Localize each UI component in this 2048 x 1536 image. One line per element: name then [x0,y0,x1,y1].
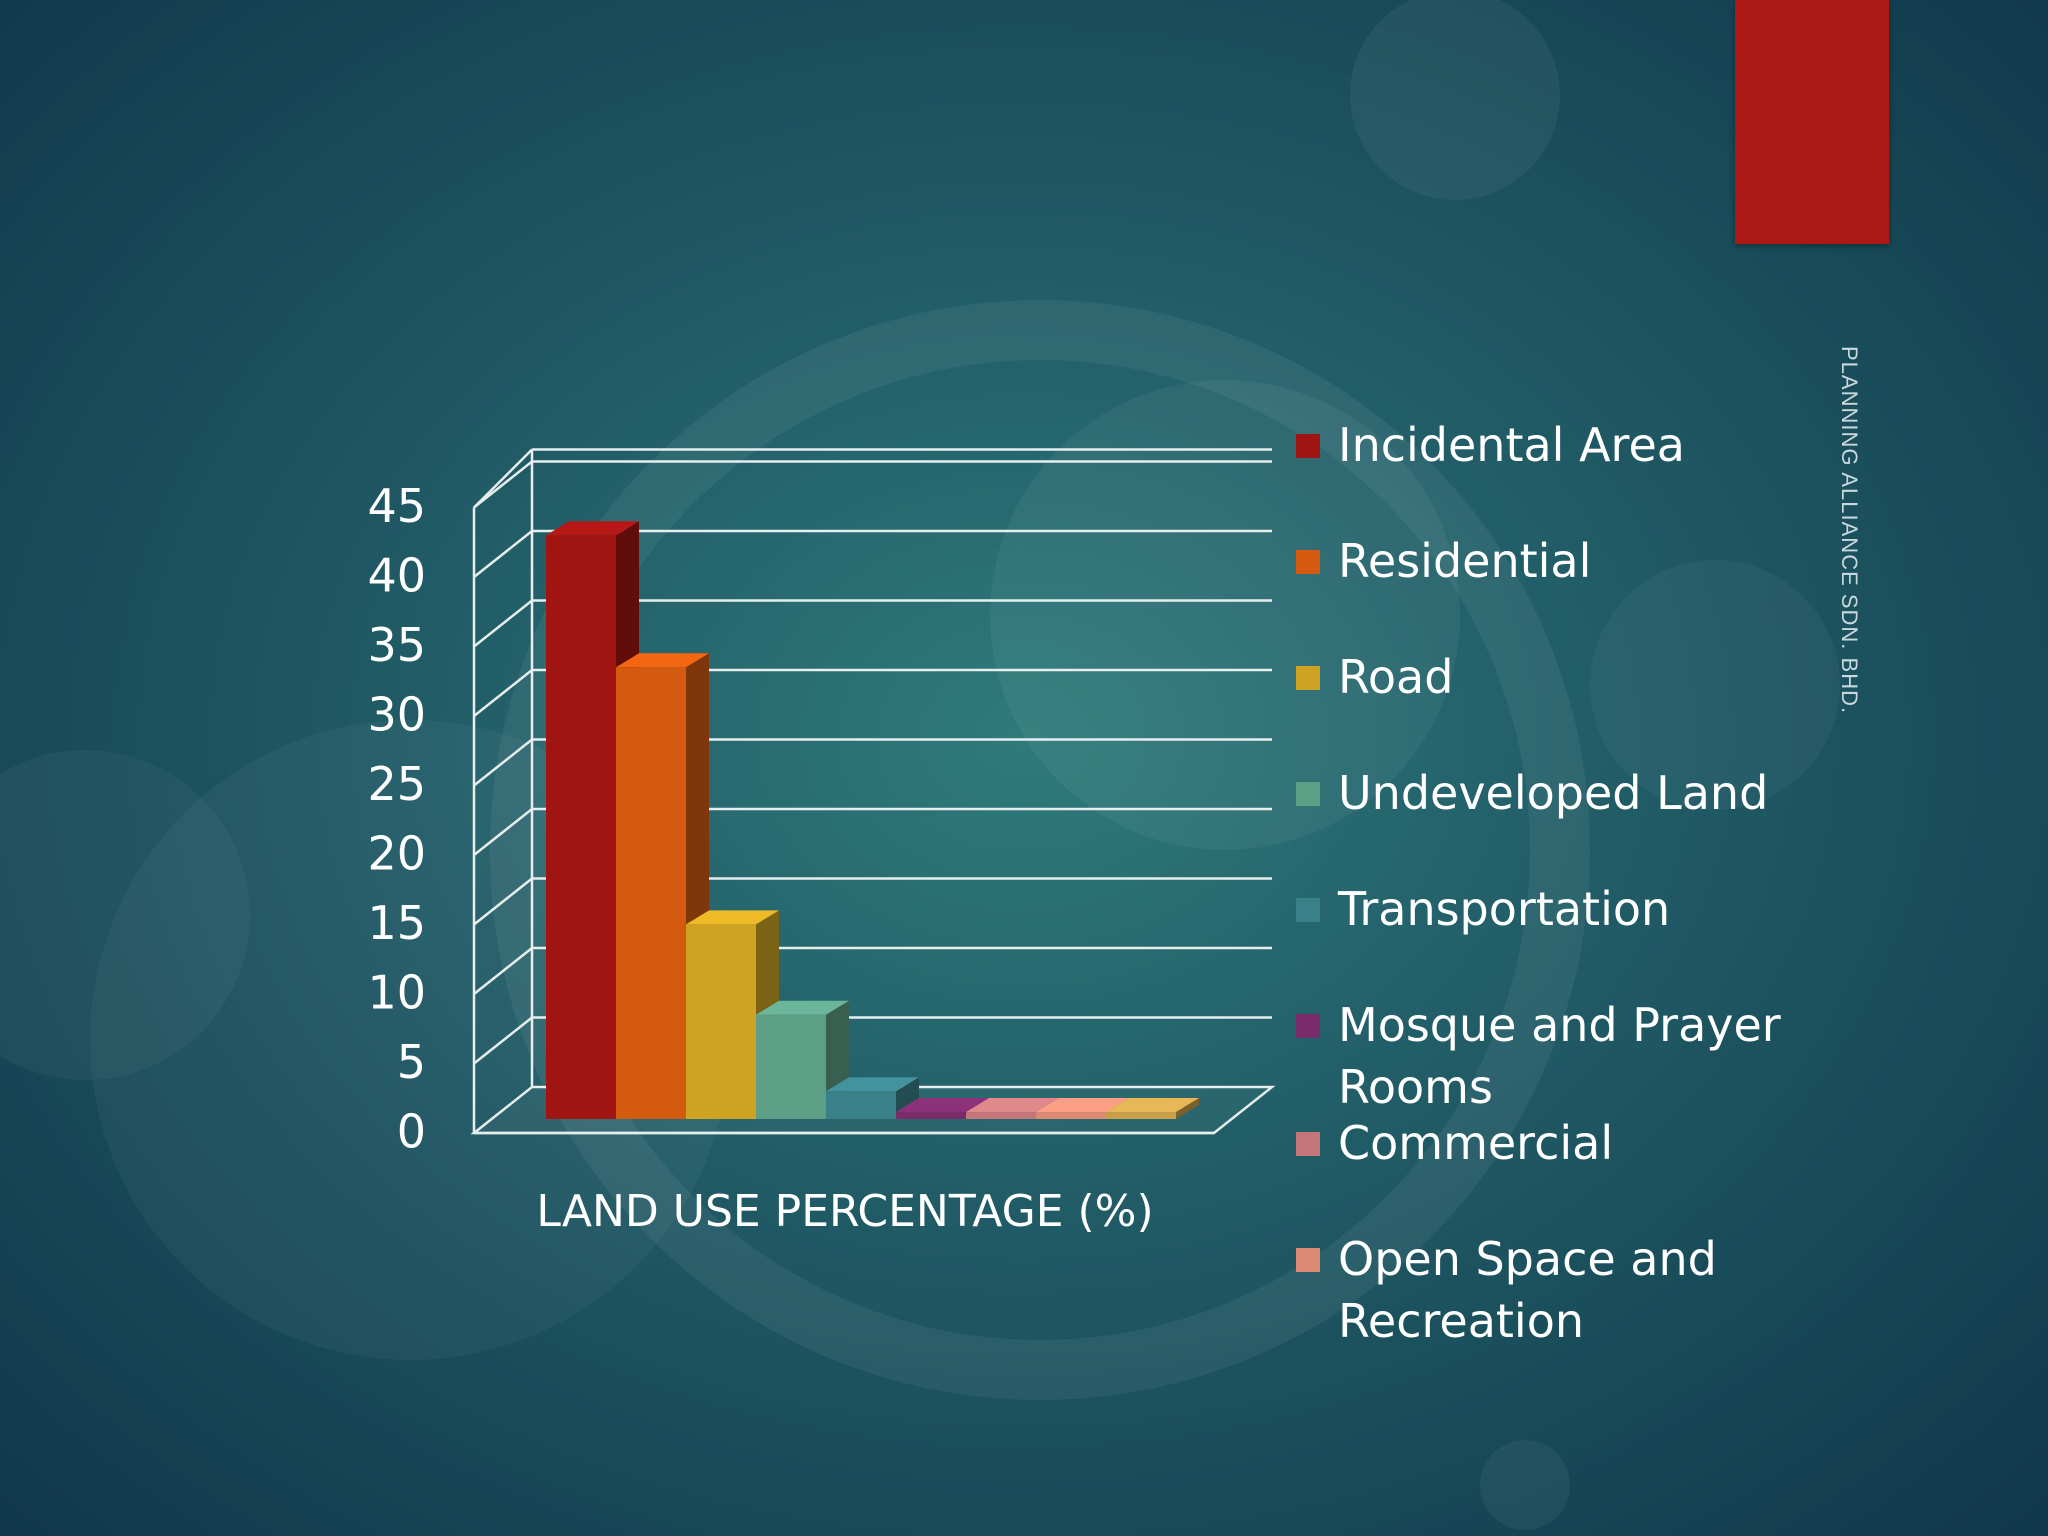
y-tick-30: 30 [367,688,426,742]
gridline-side-35 [473,599,533,648]
bar-side [1176,1098,1199,1119]
legend-item: Open Space and Recreation [1296,1228,1838,1352]
bar-front [616,667,686,1119]
bar-top [896,1098,989,1113]
legend-swatch [1296,898,1320,922]
legend-swatch [1296,1248,1320,1272]
y-tick-0: 0 [397,1105,426,1159]
gridline-side-25 [473,738,533,787]
gridline-side-40 [473,530,533,578]
legend-label: Incidental Area [1338,418,1685,472]
legend-label: Road [1338,650,1454,704]
legend-item: Commercial [1296,1112,1838,1174]
x-axis-label: LAND USE PERCENTAGE (%) [536,1186,1154,1237]
bar-front [686,924,756,1119]
bar-top [1106,1098,1199,1113]
legend-label: Undeveloped Land [1338,766,1769,820]
legend-item: Incidental Area [1296,414,1838,476]
gridline-side-10 [473,947,533,995]
legend-item: Undeveloped Land [1296,762,1838,824]
gridline-side-20 [473,808,533,856]
bar-front [756,1014,826,1119]
gridline-side-15 [473,877,533,926]
y-tick-40: 40 [367,549,426,603]
bar-front [896,1112,966,1119]
bar-top [756,1000,849,1015]
y-tick-35: 35 [367,618,426,672]
legend-item: Residential [1296,530,1838,592]
gridline-side-30 [473,669,533,717]
y-tick-5: 5 [397,1035,426,1089]
bar-top [966,1098,1059,1113]
bar-front [826,1091,896,1119]
bar-top [686,910,779,925]
gridline-side-5 [473,1016,533,1065]
y-axis-ticks: 0 5 10 15 20 25 30 35 40 45 [367,479,426,1159]
bar-series-9 [1106,1098,1199,1119]
y-tick-20: 20 [367,827,426,881]
legend-swatch [1296,1132,1320,1156]
legend-label: Transportation [1338,882,1671,936]
y-tick-15: 15 [367,896,426,950]
legend-swatch [1296,1014,1320,1038]
bar-front [546,535,616,1119]
legend-swatch [1296,782,1320,806]
legend-item: Transportation [1296,878,1838,940]
legend-item: Road [1296,646,1838,708]
legend-label: Open Space and Recreation [1338,1232,1717,1348]
y-tick-45: 45 [367,479,426,533]
chart-bars [546,521,1199,1119]
legend-label: Mosque and Prayer Rooms [1338,998,1781,1114]
bar-front [1036,1112,1106,1119]
legend-label: Commercial [1338,1116,1614,1170]
gridline-side-top [473,448,533,509]
bar-top [1036,1098,1129,1113]
bar-front [1106,1112,1176,1119]
y-tick-10: 10 [367,966,426,1020]
company-name-vertical: PLANNING ALLIANCE SDN. BHD. [1837,346,1862,715]
bar-transportation [826,1077,919,1119]
legend-item: Mosque and Prayer Rooms [1296,994,1838,1118]
legend-swatch [1296,550,1320,574]
y-tick-25: 25 [367,757,426,811]
legend-swatch [1296,434,1320,458]
legend-label: Residential [1338,534,1592,588]
bar-top [826,1077,919,1092]
gridline-side-45 [473,460,533,509]
bar-front [966,1112,1036,1119]
accent-bar [1735,0,1889,244]
legend-swatch [1296,666,1320,690]
bar-top [616,653,709,668]
bar-top [546,521,639,536]
